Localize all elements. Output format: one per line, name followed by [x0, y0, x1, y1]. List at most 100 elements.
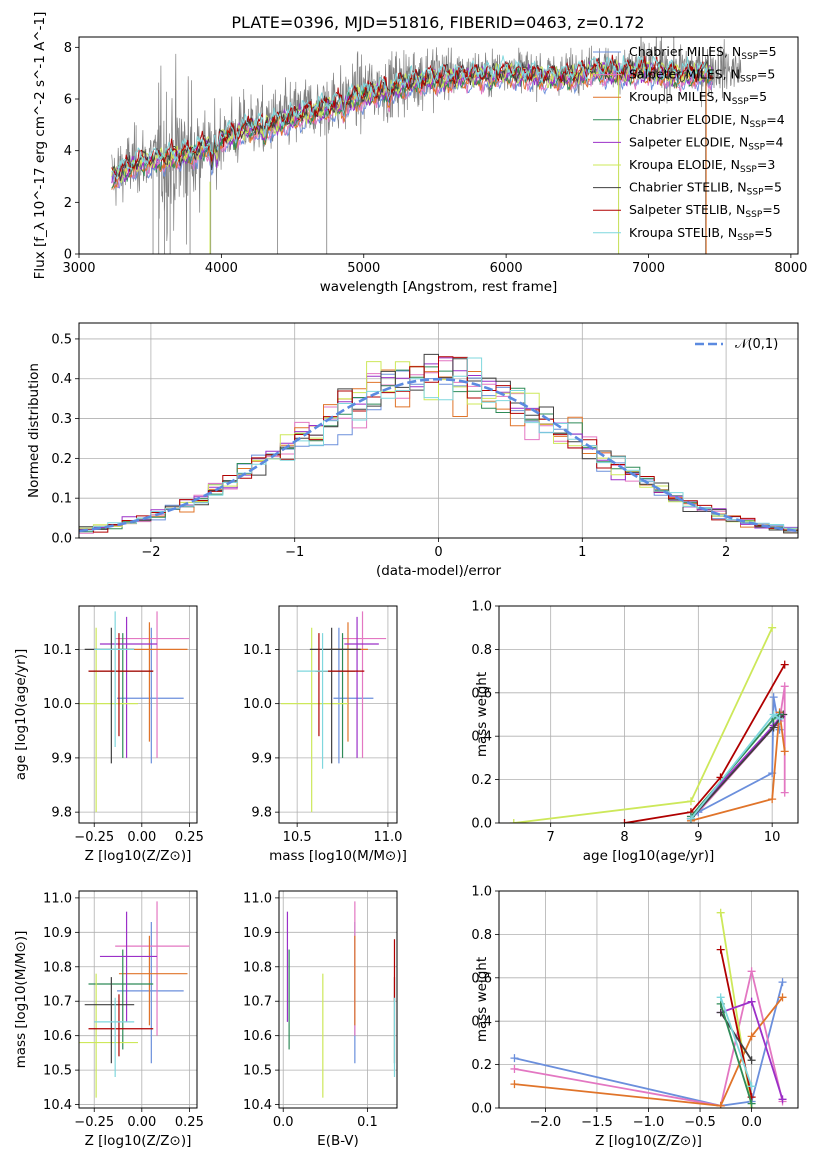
- errorbar-point-8: [94, 611, 135, 748]
- axes-frame: [78, 605, 198, 824]
- legend-nssp: 5: [773, 202, 781, 217]
- legend-sub: SSP: [737, 233, 754, 243]
- axes: 10.5 11.0 9.8 9.9 10.0 10.1 mass [log10(M/M⊙)]: [243, 605, 407, 864]
- y-tick-label: 10.1: [43, 643, 72, 658]
- y-tick-label: 0.6: [471, 686, 492, 701]
- legend-nssp: 5: [769, 44, 777, 59]
- legend-nssp: 4: [777, 112, 785, 127]
- legend-eq: =: [749, 89, 759, 104]
- x-tick-label: 7: [547, 830, 555, 845]
- x-axis-label: wavelength [Angstrom, rest frame]: [320, 279, 558, 295]
- plot-area: [510, 908, 787, 1108]
- legend-nssp: 4: [776, 134, 784, 149]
- residual-histogram-8: [79, 357, 798, 531]
- chart-age_vs_Z: −0.25 0.00 0.25 9.8 9.9 10.0 10.1 Z [log10(Z/Z⊙…: [13, 605, 204, 864]
- y-tick-label: 9.8: [251, 806, 272, 821]
- x-tick-label: 0.0: [273, 1115, 294, 1130]
- weight-marker: [716, 1101, 725, 1108]
- legend-label-6: Chabrier STELIB, NSSP=5: [629, 180, 782, 198]
- legend-series-name: Kroupa ELODIE: [629, 157, 723, 172]
- axes-frame: [498, 605, 799, 824]
- legend: 𝒩(0,1): [695, 337, 778, 352]
- weight-marker: [780, 788, 789, 797]
- x-tick-label: −0.25: [74, 1115, 114, 1130]
- weight-marker: [780, 747, 789, 756]
- y-tick-label: 2: [64, 196, 72, 211]
- plot-area: [79, 611, 190, 813]
- weight-marker: [716, 945, 725, 954]
- legend-sub: SSP: [749, 120, 766, 130]
- legend-sub: SSP: [748, 142, 765, 152]
- weight-line-7: [719, 1003, 753, 1104]
- legend-nssp: 5: [765, 225, 773, 240]
- y-tick-label: 10.9: [43, 926, 72, 941]
- y-tick-label: 0.1: [51, 492, 72, 507]
- weight-marker: [509, 819, 518, 823]
- y-tick-label: 11.0: [43, 891, 72, 906]
- errorbar-point-8: [297, 633, 329, 769]
- y-axis-label: age [log10(age/yr)]: [13, 649, 29, 781]
- x-tick-label: 9: [694, 830, 702, 845]
- errorbar-point-1: [342, 611, 387, 758]
- plot-area: [286, 901, 396, 1098]
- y-tick-label: 10.7: [243, 995, 272, 1010]
- errorbar-point-4: [344, 616, 379, 758]
- x-tick-label: −1: [285, 545, 304, 560]
- residual-histogram-5: [79, 361, 798, 530]
- plot-area: [111, 37, 742, 254]
- y-tick-label: 0.4: [471, 1015, 492, 1030]
- weight-marker: [747, 967, 756, 976]
- weight-marker: [769, 723, 778, 732]
- errorbar-point-5: [280, 627, 348, 813]
- y-tick-label: 0.8: [471, 928, 492, 943]
- legend-n: , N: [714, 89, 731, 104]
- axes-frame: [498, 890, 799, 1109]
- weight-marker: [747, 1082, 756, 1091]
- x-tick-label: 2: [722, 545, 730, 560]
- weight-marker: [620, 819, 629, 823]
- x-tick-label: 0.1: [357, 1115, 378, 1130]
- x-axis-label: age [log10(age/yr)]: [583, 848, 715, 864]
- grid-lines: [279, 891, 397, 1108]
- y-tick-label: 11.0: [243, 891, 272, 906]
- x-tick-label: 5000: [347, 261, 380, 276]
- y-tick-label: 0.3: [51, 412, 72, 427]
- legend-sub: SSP: [747, 188, 764, 198]
- x-axis-label: Z [log10(Z/Z⊙)]: [85, 1133, 192, 1149]
- weight-marker: [769, 710, 778, 719]
- y-tick-label: 10.0: [243, 697, 272, 712]
- y-tick-label: 10.5: [43, 1064, 72, 1079]
- errorbar-point-2: [118, 935, 188, 1026]
- y-tick-label: 6: [64, 93, 72, 108]
- legend-label-3: Chabrier ELODIE, NSSP=4: [629, 112, 785, 130]
- y-axis-label: Normed distribution: [26, 363, 42, 498]
- y-tick-label: 9.8: [51, 806, 72, 821]
- weight-line-2: [514, 996, 784, 1107]
- x-tick-label: 6000: [490, 261, 523, 276]
- legend-label-normal: 𝒩(0,1): [735, 337, 778, 352]
- weight-marker: [780, 682, 789, 691]
- weight-marker: [510, 1064, 519, 1073]
- y-tick-label: 10.5: [243, 1064, 272, 1079]
- y-axis-label: mass weight: [474, 672, 490, 757]
- weight-marker: [747, 1099, 756, 1108]
- y-tick-label: 10.6: [43, 1029, 72, 1044]
- legend-eq: =: [766, 112, 776, 127]
- axes: 0.0 0.1 10.4 10.5 10.6 10.7 10.8 10.9 11.0 E(B-V): [243, 890, 398, 1149]
- weight-line-1: [624, 664, 786, 823]
- y-tick-label: 0.0: [51, 532, 72, 547]
- y-tick-label: 10.4: [43, 1098, 72, 1113]
- y-tick-label: 10.8: [243, 960, 272, 975]
- weight-marker: [768, 795, 777, 804]
- axes: −2.0 −1.5 −1.0 −0.5 0.0 0.0 0.2 0.4 0.6 0.8 1.0 Z […: [471, 885, 799, 1149]
- x-tick-label: 3000: [62, 261, 95, 276]
- y-tick-label: 0: [64, 248, 72, 263]
- errorbar-point-5: [79, 973, 138, 1098]
- y-tick-label: 0.2: [51, 452, 72, 467]
- x-tick-label: 4000: [205, 261, 238, 276]
- x-tick-label: −0.25: [74, 830, 114, 845]
- model-line-8: [111, 55, 713, 181]
